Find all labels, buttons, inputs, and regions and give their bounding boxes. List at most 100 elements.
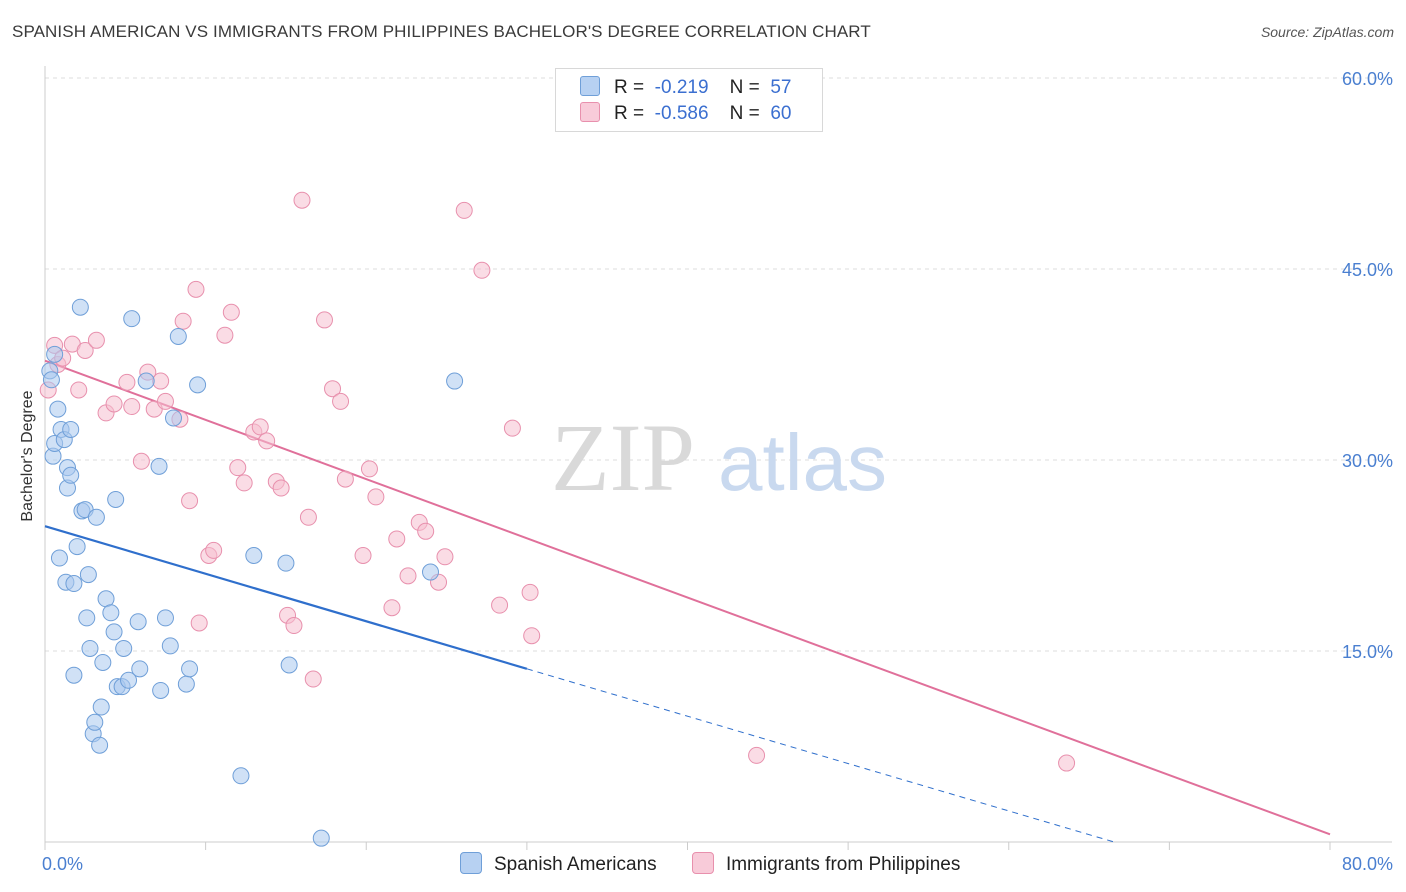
- point-philippines: [152, 372, 170, 390]
- point-philippines: [216, 326, 234, 344]
- point-spanish: [123, 310, 141, 328]
- y-tick-label: 30.0%: [1342, 451, 1393, 471]
- point-spanish: [131, 660, 149, 678]
- legend-n-label: N =: [729, 103, 760, 124]
- watermark: ZIP atlas: [551, 404, 887, 511]
- trend-line-spanish-extrapolated: [526, 668, 1115, 843]
- point-philippines: [251, 418, 269, 436]
- point-philippines: [222, 303, 240, 321]
- point-philippines: [105, 395, 123, 413]
- point-spanish: [50, 549, 68, 567]
- point-philippines: [367, 488, 385, 506]
- point-spanish: [87, 508, 105, 526]
- y-tick-label: 60.0%: [1342, 69, 1393, 89]
- trend-line-spanish: [44, 525, 528, 670]
- point-philippines: [473, 261, 491, 279]
- point-spanish: [65, 575, 83, 593]
- point-philippines: [156, 392, 174, 410]
- point-philippines: [235, 474, 253, 492]
- data-points: [39, 191, 1076, 847]
- series-legend-spanish: Spanish Americans: [460, 852, 657, 876]
- point-spanish: [92, 698, 110, 716]
- point-philippines: [190, 614, 208, 632]
- point-philippines: [187, 280, 205, 298]
- point-philippines: [70, 381, 88, 399]
- legend-r-value: -0.586: [654, 103, 709, 124]
- point-philippines: [285, 617, 303, 635]
- point-spanish: [165, 409, 182, 427]
- legend-n-value: 57: [770, 77, 792, 98]
- point-spanish: [169, 327, 187, 345]
- legend-row-philippines: R = -0.586 N = 60: [580, 102, 791, 125]
- point-spanish: [189, 376, 207, 394]
- point-spanish: [277, 554, 295, 572]
- point-spanish: [181, 660, 199, 678]
- chart-title: SPANISH AMERICAN VS IMMIGRANTS FROM PHIL…: [12, 22, 871, 41]
- point-philippines: [315, 311, 333, 329]
- legend-r-label: R =: [614, 77, 645, 98]
- point-philippines: [455, 201, 473, 219]
- point-spanish: [129, 613, 147, 631]
- point-spanish: [78, 609, 96, 627]
- point-philippines: [87, 331, 105, 349]
- point-spanish: [422, 563, 439, 581]
- y-axis-label: Bachelor's Degree: [19, 390, 36, 521]
- point-spanish: [120, 671, 138, 689]
- y-tick-label: 45.0%: [1342, 260, 1393, 280]
- point-philippines: [304, 670, 322, 688]
- point-philippines: [118, 373, 136, 391]
- point-spanish: [79, 566, 97, 584]
- point-philippines: [181, 492, 199, 510]
- point-philippines: [417, 522, 435, 540]
- source-label: Source: ZipAtlas.com: [1260, 24, 1394, 40]
- legend-n-value: 60: [770, 103, 792, 124]
- point-philippines: [272, 479, 290, 497]
- point-spanish: [107, 490, 125, 508]
- legend-swatch-blue: [580, 76, 600, 96]
- legend-swatch-pink: [580, 102, 600, 122]
- point-spanish: [86, 713, 104, 731]
- series-swatch-blue: [460, 852, 482, 874]
- gridlines: [45, 77, 1392, 652]
- point-spanish: [161, 637, 179, 655]
- point-spanish: [71, 298, 89, 316]
- point-philippines: [229, 459, 247, 477]
- point-philippines: [748, 746, 766, 764]
- point-philippines: [258, 432, 276, 450]
- point-philippines: [299, 508, 317, 526]
- point-spanish: [62, 466, 80, 484]
- stats-legend: R = -0.219 N = 57 R = -0.586 N = 60: [555, 68, 823, 132]
- y-tick-label: 15.0%: [1342, 642, 1393, 662]
- legend-r-value: -0.219: [654, 77, 709, 98]
- point-spanish: [46, 345, 64, 363]
- point-philippines: [293, 191, 311, 209]
- point-philippines: [132, 452, 150, 470]
- legend-row-spanish: R = -0.219 N = 57: [580, 76, 791, 99]
- point-philippines: [503, 419, 521, 437]
- point-philippines: [388, 530, 406, 548]
- point-spanish: [65, 666, 83, 684]
- legend-n-label: N =: [729, 77, 760, 98]
- point-spanish: [177, 675, 195, 693]
- point-spanish: [91, 736, 109, 754]
- point-philippines: [491, 596, 509, 614]
- point-philippines: [336, 470, 354, 488]
- point-spanish: [137, 372, 155, 390]
- point-spanish: [312, 829, 330, 847]
- point-philippines: [523, 627, 541, 645]
- point-spanish: [232, 767, 250, 785]
- point-spanish: [68, 538, 86, 556]
- point-philippines: [174, 312, 192, 330]
- point-spanish: [152, 681, 170, 699]
- point-philippines: [76, 341, 94, 359]
- series-swatch-pink: [691, 852, 714, 874]
- point-philippines: [399, 567, 417, 585]
- series-legend-label: Immigrants from Philippines: [725, 854, 961, 875]
- x-tick-label: 0.0%: [42, 854, 83, 874]
- point-spanish: [102, 604, 120, 622]
- point-spanish: [62, 420, 80, 438]
- point-spanish: [94, 653, 112, 671]
- point-philippines: [383, 599, 401, 617]
- point-philippines: [360, 460, 378, 478]
